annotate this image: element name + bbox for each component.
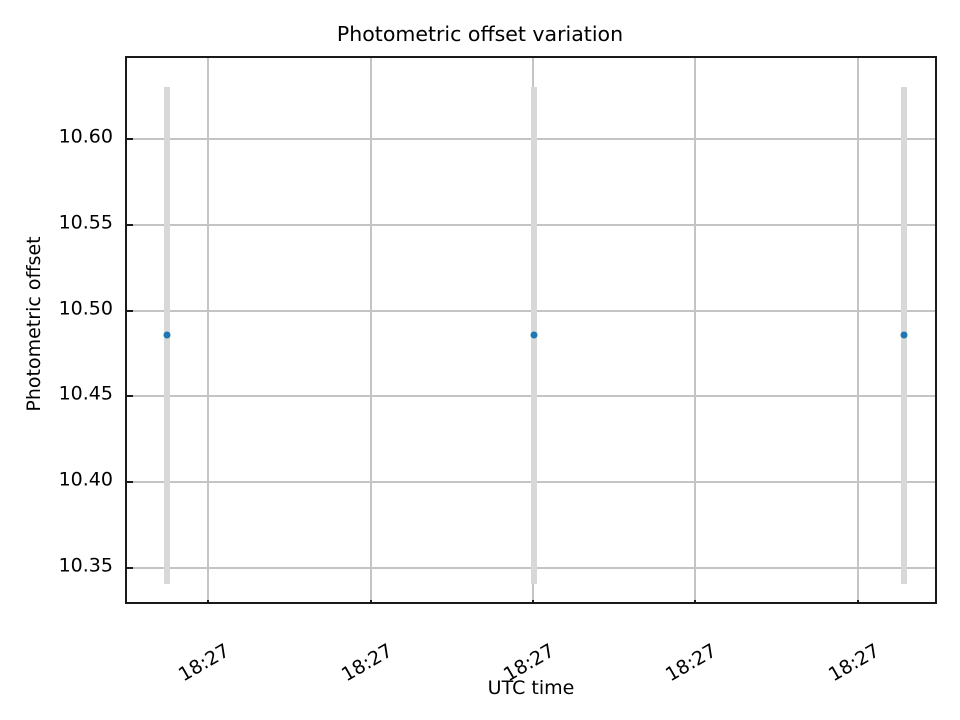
x-gridline [856, 58, 859, 602]
plot-area [125, 56, 937, 604]
y-tick-label: 10.40 [58, 468, 113, 491]
y-tick-mark [127, 481, 133, 484]
x-gridline [694, 58, 697, 602]
x-gridline [369, 58, 372, 602]
y-tick-label: 10.35 [58, 554, 113, 577]
y-tick-mark [127, 137, 133, 140]
data-point-marker [163, 331, 171, 339]
y-tick-label: 10.55 [58, 211, 113, 234]
x-tick-mark [856, 600, 859, 602]
data-point-marker [900, 331, 908, 339]
x-tick-mark [532, 600, 534, 602]
x-gridline [207, 58, 210, 602]
y-tick-mark [127, 309, 133, 312]
data-point-marker [530, 331, 538, 339]
y-axis-label: Photometric offset [23, 236, 45, 412]
chart-title: Photometric offset variation [336, 22, 624, 46]
y-axis-tick-labels: 10.35 10.40 10.45 10.50 10.55 10.60 [0, 0, 113, 720]
x-tick-mark [369, 600, 372, 602]
y-tick-label: 10.45 [58, 382, 113, 405]
y-tick-mark [127, 223, 133, 226]
x-tick-mark [694, 600, 697, 602]
y-tick-label: 10.60 [58, 125, 113, 148]
x-axis-label: UTC time [487, 677, 575, 699]
y-tick-label: 10.50 [58, 297, 113, 320]
y-tick-mark [127, 395, 133, 398]
x-tick-mark [207, 600, 210, 602]
y-tick-mark [127, 567, 133, 570]
